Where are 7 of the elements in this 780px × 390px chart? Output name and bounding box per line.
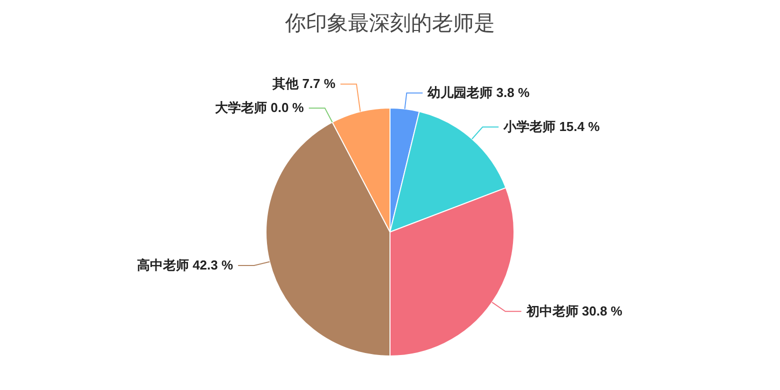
slice-label: 小学老师 15.4 % [502,118,600,134]
chart-title: 你印象最深刻的老师是 [284,12,495,35]
slice-label: 幼儿园老师 3.8 % [426,84,530,100]
slice-label: 初中老师 30.8 % [525,303,623,318]
legend-label: 大学老师 0.0 % [215,100,304,116]
slice-label: 高中老师 42.3 % [136,258,234,273]
slice-label: 其他 7.7 % [272,76,336,92]
